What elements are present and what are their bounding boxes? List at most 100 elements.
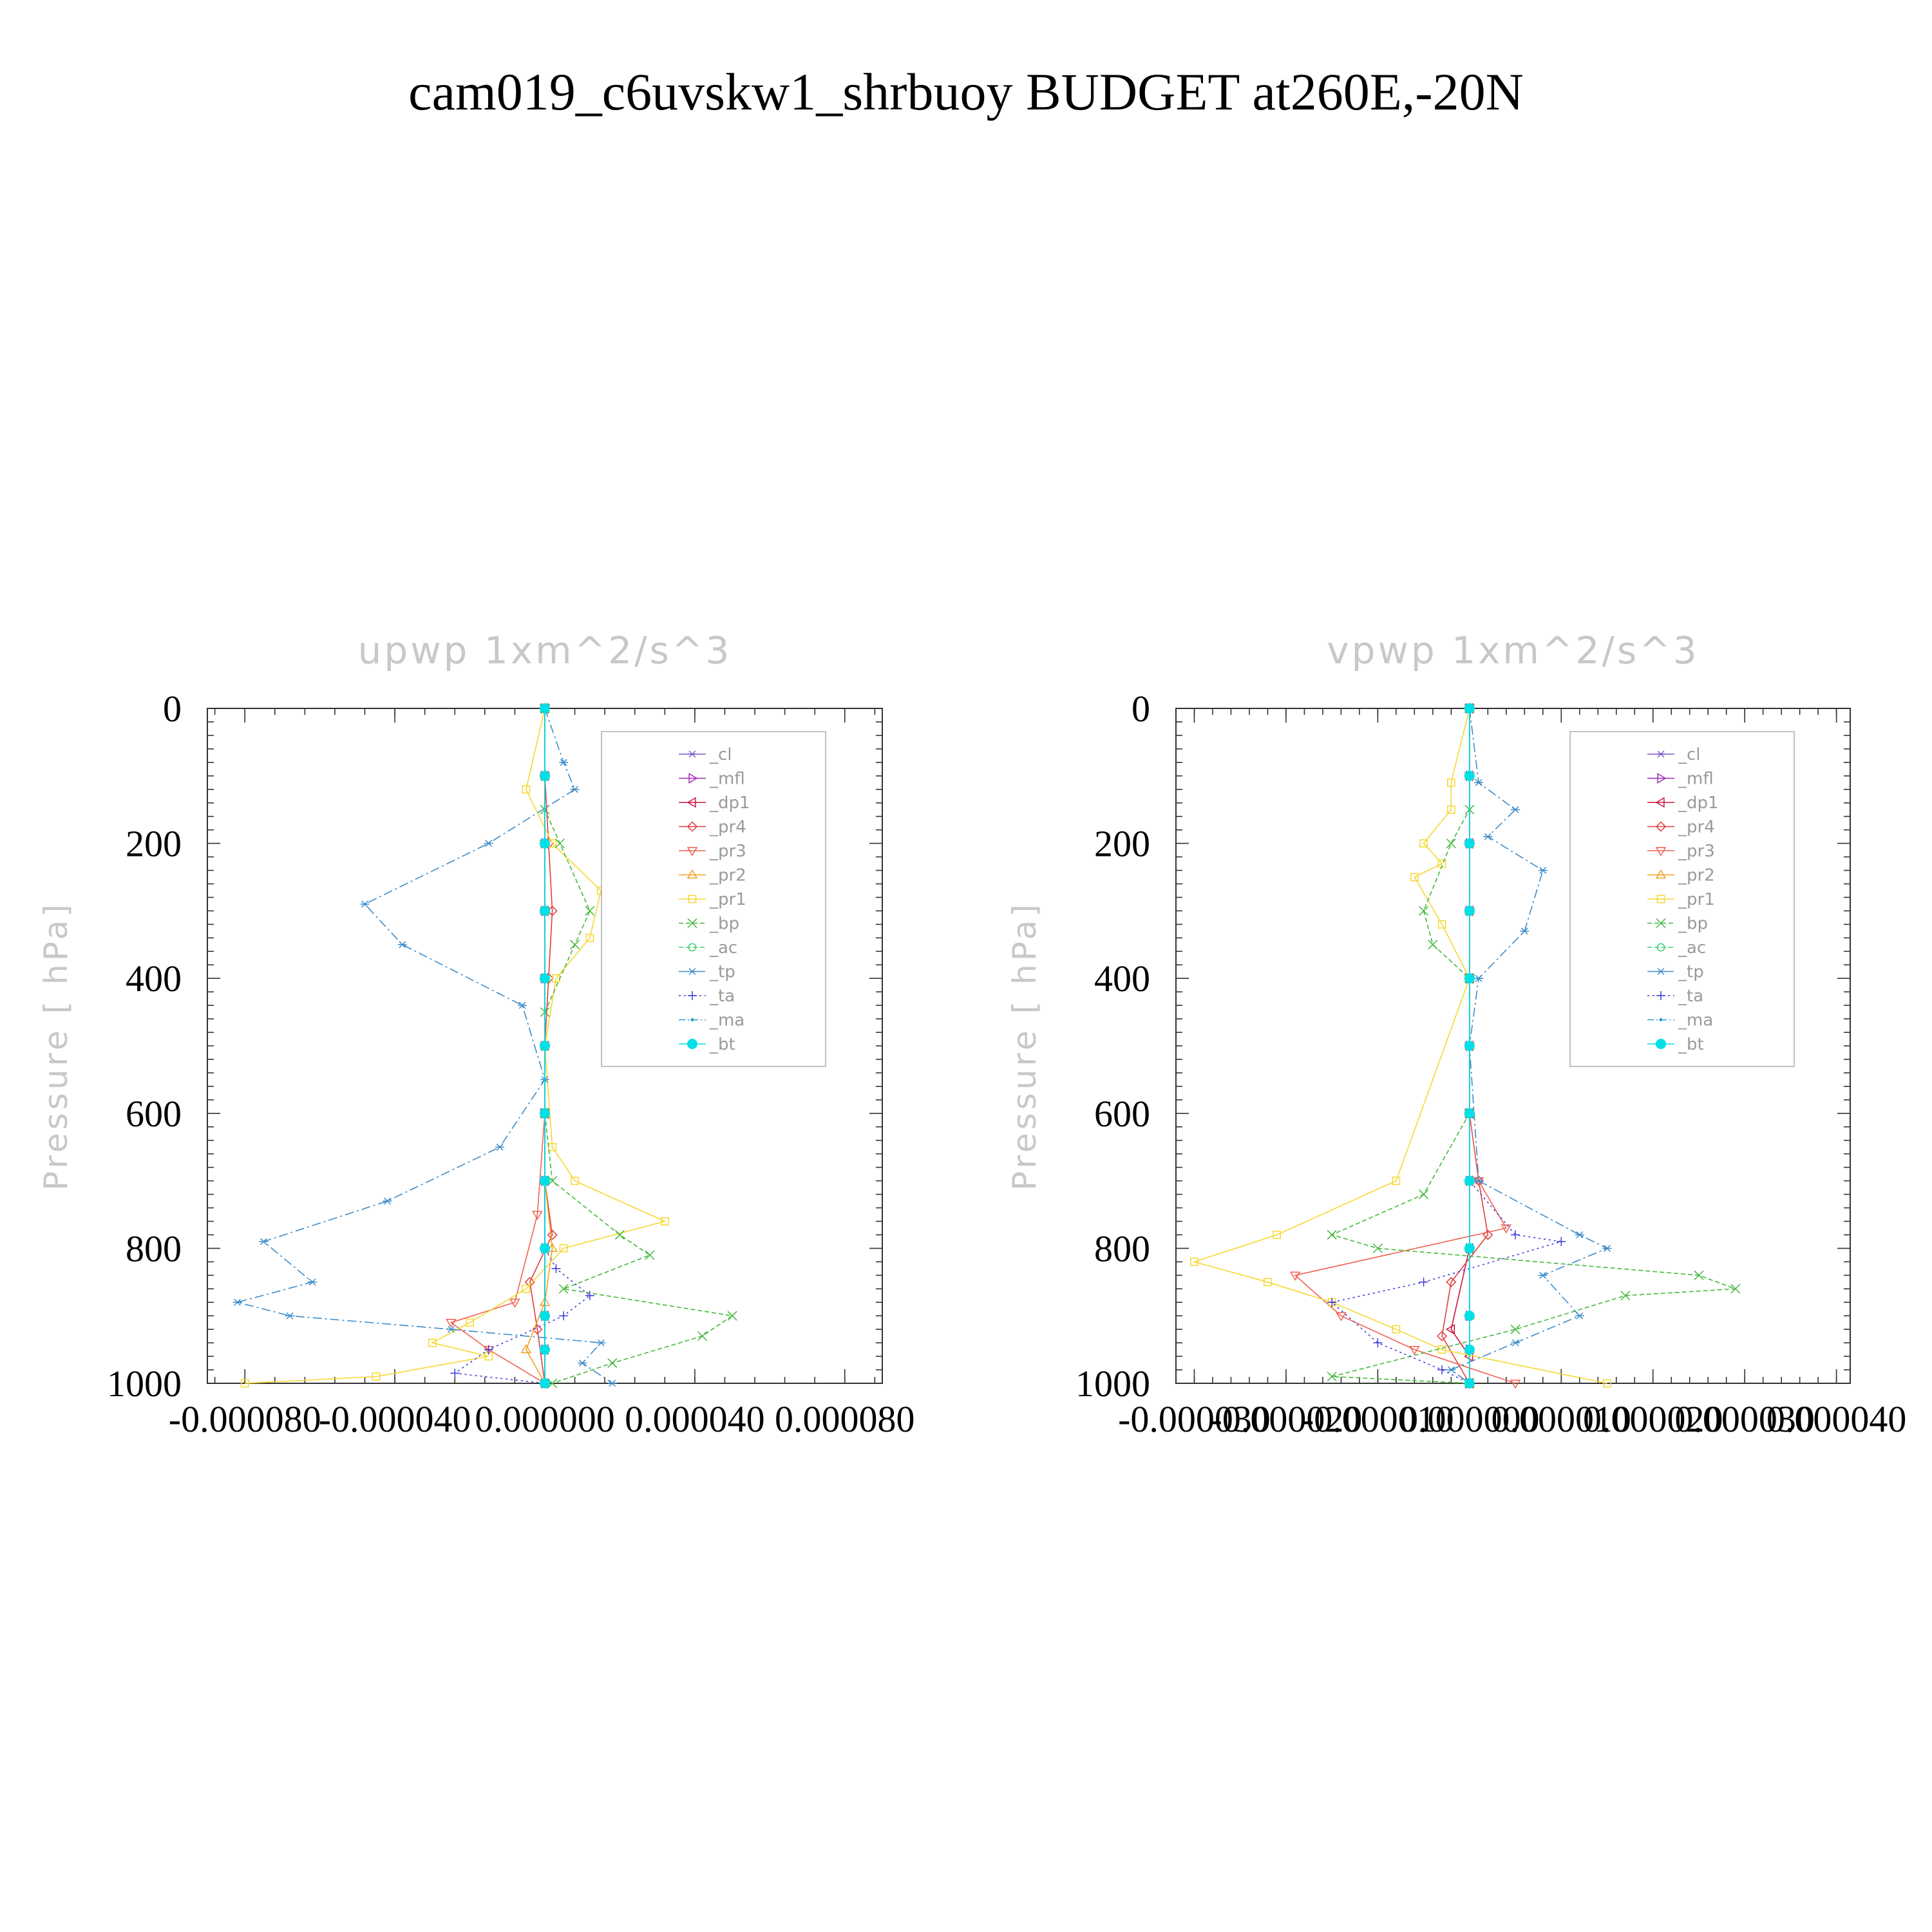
- legend-marker-pr4: [687, 821, 698, 832]
- legend-marker-dp1: [687, 797, 696, 808]
- x-tick-label-0-000020: 0.000020: [1583, 1398, 1723, 1440]
- legend-label-pr4: _pr4: [709, 818, 746, 837]
- data-point-bt: [1464, 1311, 1475, 1321]
- legend-marker-tp: [1656, 968, 1665, 975]
- data-point-tp: [1538, 1271, 1548, 1279]
- data-point-pr3: [446, 1319, 457, 1329]
- data-point-bp: [547, 1176, 558, 1186]
- data-point-ta: [1327, 1298, 1337, 1307]
- data-point-pr1: [1437, 920, 1446, 929]
- legend-label-tp: _tp: [709, 963, 735, 982]
- legend-marker-pr3: [1655, 847, 1667, 857]
- data-point-bt: [540, 1243, 550, 1254]
- data-point-bp: [1730, 1283, 1741, 1294]
- y-tick-label-200: 200: [1094, 823, 1150, 865]
- data-point-bp: [727, 1311, 737, 1321]
- data-point-tp: [285, 1312, 295, 1320]
- x-tick-label-0-000010: 0.000010: [1492, 1398, 1632, 1440]
- data-point-tp: [1483, 833, 1493, 840]
- data-point-tp: [1602, 1244, 1612, 1252]
- y-tick-label-600: 600: [126, 1093, 182, 1135]
- data-point-bp: [585, 905, 595, 916]
- data-point-tp: [518, 1001, 527, 1009]
- y-tick-label-1000: 1000: [107, 1363, 182, 1405]
- series-line-pr1: [245, 708, 667, 1384]
- y-tick-label-1000: 1000: [1075, 1363, 1150, 1405]
- x-tick-label--0-000040: -0.000040: [319, 1398, 471, 1440]
- legend-label-pr2: _pr2: [1678, 866, 1715, 886]
- data-point-bt: [1464, 838, 1475, 849]
- data-point-pr1: [1392, 1177, 1401, 1185]
- x-tick-label--0-000010: -0.000010: [1302, 1398, 1454, 1440]
- data-point-pr4: [1437, 1331, 1448, 1341]
- legend-label-ta: _ta: [1678, 987, 1703, 1006]
- data-point-ta: [484, 1345, 493, 1354]
- y-axis-label: Pressure [ hPa]: [1006, 901, 1043, 1191]
- data-point-pr4: [547, 1229, 558, 1240]
- x-tick-label--0-000030: -0.000030: [1118, 1398, 1271, 1440]
- legend-label-pr1: _pr1: [709, 890, 746, 909]
- data-point-ta: [1419, 1277, 1428, 1287]
- x-tick-label-0-000000: 0.000000: [1399, 1398, 1540, 1440]
- data-point-pr1: [372, 1372, 381, 1381]
- data-point-pr1: [1437, 859, 1446, 868]
- data-point-pr3: [1409, 1345, 1420, 1356]
- data-point-tp: [360, 900, 370, 908]
- data-point-bp: [614, 1229, 625, 1240]
- data-point-pr1: [559, 1244, 568, 1253]
- data-point-bt: [540, 1041, 550, 1051]
- legend-label-ma: _ma: [1678, 1011, 1713, 1030]
- data-point-bt: [1464, 770, 1475, 781]
- data-point-bt: [540, 703, 550, 714]
- upwp-panel: upwp 1xm^2/s^3 Pressure [ hPa] 0 200 400 600 8…: [37, 629, 915, 1440]
- panel-title: vpwp 1xm^2/s^3: [1327, 629, 1699, 672]
- series-group: [232, 703, 737, 1389]
- panel-title: upwp 1xm^2/s^3: [358, 629, 732, 672]
- data-point-pr3: [532, 1211, 543, 1220]
- data-point-tp: [1474, 974, 1484, 982]
- data-point-ta: [1373, 1338, 1383, 1348]
- legend-label-ta: _ta: [709, 987, 735, 1006]
- legend-marker-pr4: [1655, 821, 1667, 832]
- data-point-pr3: [1336, 1312, 1347, 1321]
- data-point-tp: [607, 1379, 617, 1387]
- legend-label-bp: _bp: [709, 914, 739, 934]
- data-point-tp: [1474, 1177, 1484, 1185]
- y-tick-label-600: 600: [1094, 1093, 1150, 1135]
- data-point-pr1: [240, 1379, 249, 1388]
- legend-marker-pr1: [688, 895, 697, 904]
- data-point-pr1: [548, 1142, 556, 1151]
- y-axis-label: Pressure [ hPa]: [37, 901, 75, 1191]
- data-point-bp: [1620, 1291, 1631, 1301]
- data-point-pr1: [1446, 778, 1455, 787]
- legend-marker-ma: [1659, 1018, 1663, 1021]
- data-point-tp: [559, 759, 569, 766]
- data-point-bt: [540, 1175, 550, 1186]
- y-tick-label-400: 400: [1094, 958, 1150, 999]
- legend: _cl _mfl _dp1 _pr4 _pr3 _pr2 _pr1 _bp _ac _tp _ta _…: [1569, 731, 1795, 1067]
- x-tick-label-0-000040: 0.000040: [625, 1398, 765, 1440]
- data-point-tp: [259, 1238, 269, 1245]
- data-point-pr2: [520, 1344, 532, 1354]
- data-point-pr1: [522, 1284, 531, 1293]
- data-point-tp: [484, 840, 493, 848]
- x-tick-label--0-000080: -0.000080: [169, 1398, 321, 1440]
- data-point-tp: [1511, 1339, 1520, 1347]
- data-point-bt: [540, 905, 550, 916]
- legend-label-ac: _ac: [1678, 938, 1706, 958]
- series-line-bp: [1330, 708, 1736, 1384]
- legend-marker-cl: [1656, 750, 1665, 758]
- data-point-dp1: [1445, 1323, 1455, 1335]
- legend-label-pr4: _pr4: [1678, 818, 1715, 837]
- vpwp-panel: vpwp 1xm^2/s^3 Pressure [ hPa] 0 200 400 600 8…: [1006, 629, 1906, 1440]
- legend-label-ac: _ac: [709, 938, 737, 958]
- data-point-pr1: [522, 785, 531, 794]
- x-tick-label--0-000020: -0.000020: [1210, 1398, 1363, 1440]
- data-point-tp: [596, 1339, 606, 1347]
- data-point-pr3: [1501, 1224, 1512, 1234]
- data-point-bp: [1327, 1371, 1337, 1382]
- data-point-ta: [551, 1264, 561, 1273]
- data-point-ta: [1437, 1365, 1447, 1375]
- y-tick-label-200: 200: [126, 823, 182, 865]
- data-point-bt: [1464, 1041, 1475, 1051]
